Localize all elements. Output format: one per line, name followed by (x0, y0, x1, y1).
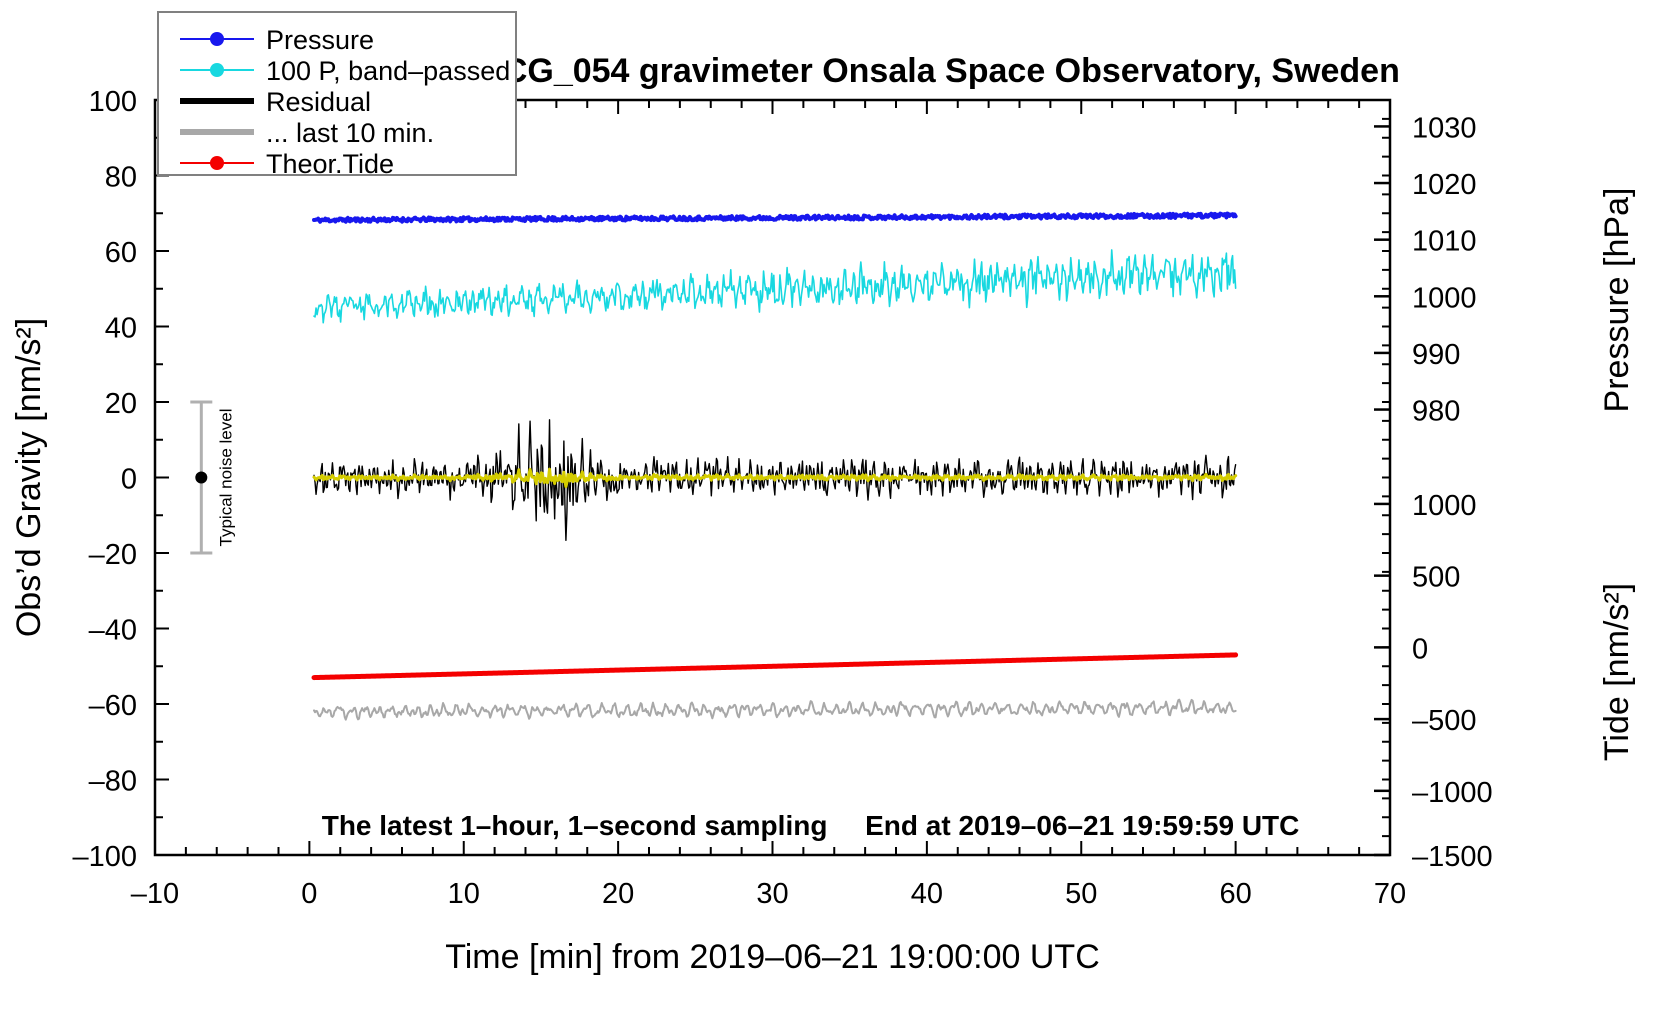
x-tick-label: 10 (448, 878, 480, 910)
pressure-axis-title: Pressure [hPa] (1598, 188, 1636, 413)
legend-label-0: Pressure (266, 25, 374, 55)
legend-label-2: Residual (266, 87, 371, 117)
y-tick-label: 80 (105, 162, 137, 194)
chart-title: SCG_054 gravimeter Onsala Space Observat… (480, 52, 1400, 90)
series-line-last-10-min (313, 698, 1237, 721)
sampling-note: The latest 1–hour, 1–second sampling (322, 810, 828, 841)
pressure-tick-label: 1010 (1412, 226, 1477, 258)
y-tick-label: 0 (121, 464, 137, 496)
legend-marker-0 (210, 32, 224, 46)
y-axis-left: –100 –80 –60 –40 –20 0 20 40 60 80 100 Obs’d Gravit… (10, 86, 169, 873)
tide-tick-label: 0 (1412, 633, 1428, 665)
pressure-tick-label: 990 (1412, 339, 1460, 371)
y-tick-label: 20 (105, 388, 137, 420)
pressure-tick-label: 1030 (1412, 112, 1477, 144)
y-tick-label: 60 (105, 237, 137, 269)
legend-label-4: Theor.Tide (266, 149, 394, 179)
y-tick-label: –60 (89, 690, 137, 722)
tide-tick-label: –500 (1412, 705, 1477, 737)
legend-label-3: ... last 10 min. (266, 118, 434, 148)
tide-axis-title: Tide [nm/s²] (1598, 583, 1636, 761)
legend-marker-4 (210, 156, 224, 170)
tide-tick-label: –1000 (1412, 777, 1493, 809)
legend-label-1: 100 P, band–passed (266, 56, 510, 86)
x-tick-label: 60 (1219, 878, 1251, 910)
series-line-residual (313, 419, 1237, 541)
typical-noise-annotation: Typical noise level (190, 400, 235, 555)
y-tick-label: –40 (89, 615, 137, 647)
data-series-group (311, 211, 1239, 721)
y-tick-label: 40 (105, 313, 137, 345)
pressure-tick-label: 1020 (1412, 169, 1477, 201)
x-tick-label: 40 (911, 878, 943, 910)
y-axis-right-tide: –1500 –1000 –500 0 500 1000 Tide [nm/s²] (1374, 490, 1636, 873)
noise-bar-label: Typical noise level (216, 409, 235, 547)
y-axis-title: Obs’d Gravity [nm/s²] (10, 318, 48, 637)
tide-tick-label: –1500 (1412, 841, 1493, 873)
pressure-tick-label: 1000 (1412, 282, 1477, 314)
series-line-pressure (312, 211, 1238, 224)
pressure-tick-label: 980 (1412, 396, 1460, 428)
y-tick-label: –100 (72, 841, 137, 873)
tide-tick-label: 1000 (1412, 490, 1477, 522)
x-axis: –10 0 10 20 30 40 50 60 70 Time [min] from 2019–0… (131, 100, 1406, 976)
x-tick-label: 70 (1374, 878, 1406, 910)
legend-marker-1 (210, 63, 224, 77)
x-axis-title: Time [min] from 2019–06–21 19:00:00 UTC (445, 938, 1100, 976)
x-tick-label: 50 (1065, 878, 1097, 910)
y-axis-right-pressure: 980 990 1000 1010 1020 1030 Pressure [hPa] (1374, 99, 1636, 856)
y-tick-label: –80 (89, 766, 137, 798)
x-tick-label: –10 (131, 878, 179, 910)
y-tick-label: 100 (89, 86, 137, 118)
x-tick-label: 0 (301, 878, 317, 910)
series-line-theor-tide (311, 652, 1239, 681)
tide-tick-label: 500 (1412, 562, 1460, 594)
y-tick-label: –20 (89, 539, 137, 571)
series-line-100-p-band-passed (313, 249, 1237, 324)
noise-bar-dot (195, 471, 208, 484)
x-tick-label: 30 (756, 878, 788, 910)
x-tick-label: 20 (602, 878, 634, 910)
end-time-note: End at 2019–06–21 19:59:59 UTC (865, 810, 1299, 841)
series-line-residual-smoothed (312, 467, 1238, 489)
